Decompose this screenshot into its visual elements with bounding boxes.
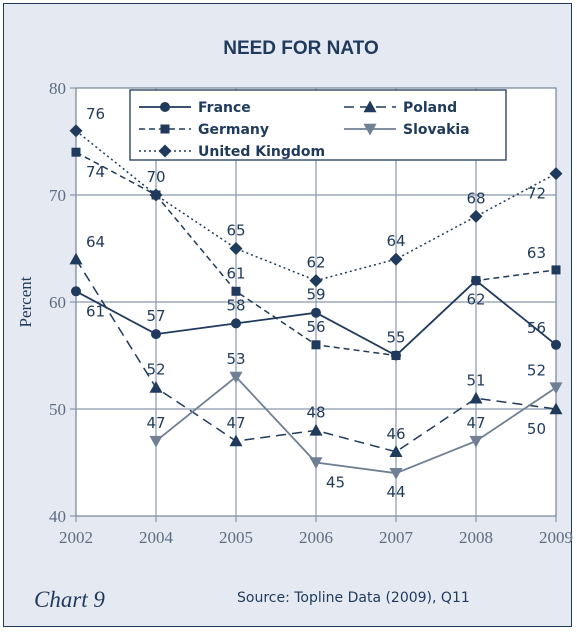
data-label: 51 xyxy=(466,371,485,389)
chart-number: Chart 9 xyxy=(34,587,105,612)
marker-united-kingdom xyxy=(549,167,563,181)
y-tick-label: 80 xyxy=(49,79,66,98)
data-label: 61 xyxy=(226,264,245,282)
data-label: 70 xyxy=(146,168,165,186)
data-label: 57 xyxy=(146,307,165,325)
y-axis-label: Percent xyxy=(16,276,35,327)
marker-united-kingdom xyxy=(149,188,163,202)
marker-poland xyxy=(229,434,243,447)
data-label: 64 xyxy=(86,233,105,251)
marker-germany xyxy=(471,276,481,286)
x-tick-label: 2008 xyxy=(459,528,493,547)
legend-marker-france xyxy=(160,102,170,112)
legend-box xyxy=(129,89,507,161)
x-tick-label: 2002 xyxy=(59,528,93,547)
data-label: 46 xyxy=(386,425,405,443)
x-axis-ticks: 2002 2004 2005 2006 2007 2008 2009 xyxy=(59,528,573,547)
legend-marker-germany xyxy=(160,124,170,134)
data-label: 61 xyxy=(86,302,105,320)
marker-france xyxy=(231,318,241,329)
data-label: 56 xyxy=(527,319,546,337)
marker-poland xyxy=(469,391,483,404)
data-label: 76 xyxy=(86,105,105,123)
data-label: 47 xyxy=(226,414,245,432)
marker-germany xyxy=(231,286,241,296)
data-labels: 76 74 64 61 70 57 52 47 65 61 58 53 47 62 59 56 48 45 64 55… xyxy=(86,105,546,501)
y-tick-label: 50 xyxy=(49,400,66,419)
series-markers xyxy=(69,124,563,480)
data-label: 59 xyxy=(306,286,325,304)
data-label: 44 xyxy=(386,483,405,501)
marker-united-kingdom xyxy=(309,274,323,288)
legend: France Germany United Kingdom Poland Slovaki… xyxy=(129,89,507,161)
data-label: 55 xyxy=(386,329,405,347)
marker-france xyxy=(151,329,161,340)
marker-germany xyxy=(71,147,81,157)
legend-marker-slovakia xyxy=(363,123,377,136)
marker-poland xyxy=(549,402,563,415)
marker-slovakia xyxy=(549,382,563,395)
data-label: 56 xyxy=(306,318,325,336)
marker-poland xyxy=(69,252,83,265)
data-label: 47 xyxy=(466,414,485,432)
data-label: 72 xyxy=(527,185,546,203)
marker-poland xyxy=(149,381,163,393)
legend-label-slovakia: Slovakia xyxy=(403,122,470,138)
legend-label-united-kingdom: United Kingdom xyxy=(198,144,325,160)
data-label: 53 xyxy=(226,350,245,368)
data-label: 50 xyxy=(527,420,546,438)
data-label: 52 xyxy=(146,361,165,379)
legend-label-france: France xyxy=(198,100,251,116)
marker-france xyxy=(311,307,321,318)
data-label: 48 xyxy=(306,403,325,421)
marker-slovakia xyxy=(469,435,483,448)
marker-united-kingdom xyxy=(229,242,243,255)
legend-label-poland: Poland xyxy=(403,100,457,116)
x-tick-label: 2004 xyxy=(139,528,174,547)
marker-poland xyxy=(389,445,403,457)
data-label: 62 xyxy=(306,254,325,272)
data-label: 52 xyxy=(527,362,546,380)
legend-marker-poland xyxy=(363,100,377,113)
chart-title: NEED FOR NATO xyxy=(223,38,379,59)
marker-germany xyxy=(311,340,321,350)
data-label: 58 xyxy=(226,296,245,314)
y-tick-label: 40 xyxy=(49,507,66,526)
data-label: 62 xyxy=(466,291,485,309)
source-note: Source: Topline Data (2009), Q11 xyxy=(237,590,470,606)
marker-france xyxy=(71,286,81,297)
data-label: 64 xyxy=(386,232,405,250)
x-tick-label: 2005 xyxy=(219,528,253,547)
y-tick-label: 70 xyxy=(49,186,66,205)
x-tick-label: 2009 xyxy=(539,528,573,547)
x-tick-label: 2007 xyxy=(379,528,414,547)
marker-poland xyxy=(309,423,323,436)
legend-marker-united-kingdom xyxy=(158,144,172,158)
data-label: 68 xyxy=(466,189,485,207)
x-tick-label: 2006 xyxy=(299,528,333,547)
chart-frame: NEED FOR NATO 40 50 60 70 80 2002 2004 2005 200… xyxy=(3,3,573,627)
marker-germany xyxy=(551,265,561,275)
data-label: 63 xyxy=(527,244,546,262)
marker-slovakia xyxy=(309,457,323,469)
data-label: 74 xyxy=(86,163,105,181)
marker-germany xyxy=(391,351,401,360)
marker-united-kingdom xyxy=(69,124,83,138)
marker-united-kingdom xyxy=(469,209,483,223)
marker-slovakia xyxy=(389,468,403,480)
marker-slovakia xyxy=(149,435,163,448)
legend-label-germany: Germany xyxy=(198,122,269,138)
y-axis-ticks: 40 50 60 70 80 xyxy=(49,79,66,526)
marker-slovakia xyxy=(229,371,243,384)
data-label: 47 xyxy=(146,414,165,432)
series-line-slovakia xyxy=(155,375,557,475)
y-tick-label: 60 xyxy=(49,293,66,312)
marker-united-kingdom xyxy=(389,252,403,266)
data-label: 65 xyxy=(226,222,245,240)
marker-france xyxy=(551,339,561,350)
data-label: 45 xyxy=(326,474,345,492)
